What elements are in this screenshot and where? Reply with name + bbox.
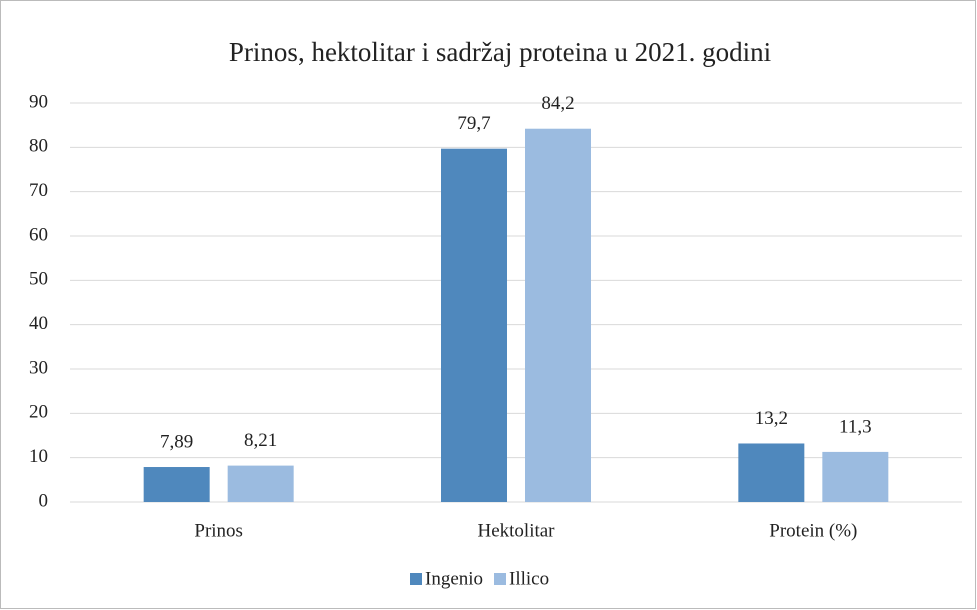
y-tick-label: 0: [39, 490, 49, 511]
x-tick-label: Hektolitar: [477, 520, 555, 541]
value-label: 13,2: [755, 408, 788, 429]
bar: [143, 467, 210, 502]
legend-label: Illico: [509, 568, 549, 589]
y-tick-label: 80: [29, 136, 48, 157]
value-label: 8,21: [244, 430, 277, 451]
x-tick-label: Prinos: [194, 520, 243, 541]
value-label: 79,7: [457, 113, 490, 134]
y-tick-label: 90: [29, 91, 48, 112]
x-tick-label: Protein (%): [769, 520, 857, 541]
bar: [822, 451, 889, 502]
bar: [441, 148, 507, 502]
y-tick-label: 70: [29, 180, 48, 201]
legend-swatch: [410, 573, 422, 585]
legend-label: Ingenio: [425, 568, 483, 589]
value-label: 84,2: [541, 93, 574, 114]
bar: [525, 128, 591, 503]
bar: [227, 465, 294, 502]
bar: [738, 443, 805, 502]
y-tick-label: 20: [29, 402, 48, 423]
value-label: 7,89: [160, 431, 193, 452]
y-tick-label: 50: [29, 269, 48, 290]
y-tick-label: 40: [29, 313, 48, 334]
y-tick-label: 30: [29, 357, 48, 378]
y-tick-label: 60: [29, 224, 48, 245]
y-tick-label: 10: [29, 446, 48, 467]
legend-swatch: [494, 573, 506, 585]
value-label: 11,3: [839, 416, 872, 437]
chart-title: Prinos, hektolitar i sadržaj proteina u …: [229, 37, 771, 67]
